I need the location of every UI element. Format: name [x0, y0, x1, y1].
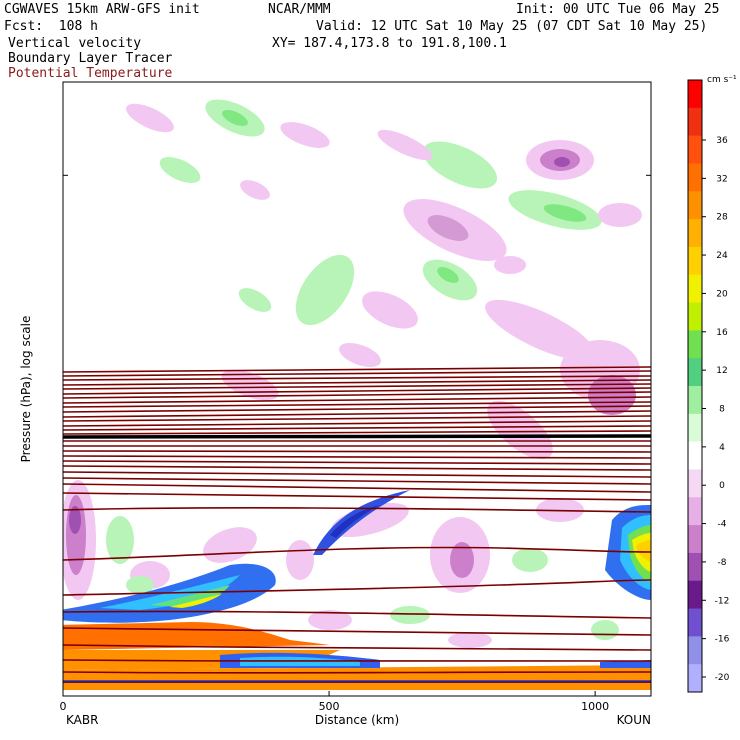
colorbar-tick-label: 20 — [716, 289, 728, 299]
x-endpoint-start: KABR — [66, 713, 98, 727]
colorbar-swatch — [688, 219, 702, 248]
colorbar-swatch — [688, 664, 702, 693]
y-axis: 1002003004005006007008009001000 — [63, 174, 651, 176]
colorbar-tick-label: -8 — [718, 558, 727, 568]
colorbar-swatch — [688, 441, 702, 470]
colorbar-tick-label: 4 — [719, 443, 725, 453]
colorbar-swatch — [688, 469, 702, 498]
colorbar-frame — [687, 79, 703, 693]
colorbar-swatch — [688, 80, 702, 109]
colorbar-swatch — [688, 274, 702, 304]
y-axis-title: Pressure (hPa), log scale — [19, 316, 33, 463]
colorbar-swatch — [688, 330, 702, 359]
colorbar-swatch — [688, 580, 702, 610]
colorbar-tick-label: -4 — [718, 520, 727, 530]
org-label: NCAR/MMM — [268, 2, 331, 17]
colorbar-tick-label: 12 — [716, 366, 727, 376]
colorbar-tick-label: 32 — [716, 174, 727, 184]
x-tick-label: 0 — [60, 700, 67, 713]
x-tick-label: 500 — [319, 700, 340, 713]
colorbar-tick-label: 28 — [716, 213, 728, 223]
colorbar-swatch — [688, 246, 702, 276]
field-vertical-velocity: Vertical velocity — [8, 36, 142, 51]
colorbar-swatch — [688, 163, 702, 192]
colorbar-tick-label: -12 — [715, 596, 730, 606]
colorbar-swatch — [688, 413, 702, 443]
colorbar-tick-label: 0 — [719, 481, 725, 491]
colorbar-swatch — [688, 386, 702, 415]
field-potential-temperature: Potential Temperature — [8, 66, 173, 81]
plot-frame — [62, 81, 652, 697]
model-title: CGWAVES 15km ARW-GFS init — [4, 2, 200, 17]
colorbar: 36 32 28 24 20 16 12 8 4 0 -4 -8 -12 -16 -20 — [687, 79, 730, 693]
x-axis: 0 500 1000 — [60, 691, 609, 713]
cross-section-endpoints: XY= 187.4,173.8 to 191.8,100.1 — [272, 36, 507, 51]
x-tick-label: 1000 — [581, 700, 609, 713]
field-boundary-layer-tracer: Boundary Layer Tracer — [8, 51, 173, 66]
colorbar-swatch — [688, 358, 702, 387]
colorbar-units: cm s⁻¹ — [707, 75, 737, 85]
colorbar-swatch — [688, 135, 702, 164]
colorbar-tick-label: 16 — [716, 328, 728, 338]
colorbar-tick-label: -20 — [715, 673, 730, 683]
x-axis-title: Distance (km) — [315, 713, 399, 727]
colorbar-tick-label: 36 — [716, 136, 728, 146]
valid-time: Valid: 12 UTC Sat 10 May 25 (07 CDT Sat … — [316, 19, 708, 34]
x-endpoint-end: KOUN — [617, 713, 651, 727]
forecast-hour: Fcst: 108 h — [4, 19, 98, 34]
colorbar-swatch — [688, 107, 702, 137]
colorbar-tick-label: 24 — [716, 251, 728, 261]
colorbar-swatch — [688, 497, 702, 526]
potential-temperature-contours — [63, 366, 651, 683]
colorbar-swatch — [688, 525, 702, 554]
colorbar-swatch — [688, 552, 702, 582]
colorbar-swatch — [688, 608, 702, 637]
colorbar-tick-label: 8 — [719, 405, 725, 415]
colorbar-swatch — [688, 636, 702, 665]
colorbar-swatch — [688, 302, 702, 331]
colorbar-swatch — [688, 191, 702, 220]
colorbar-tick-label: -16 — [715, 635, 730, 645]
init-time: Init: 00 UTC Tue 06 May 25 — [516, 2, 720, 17]
